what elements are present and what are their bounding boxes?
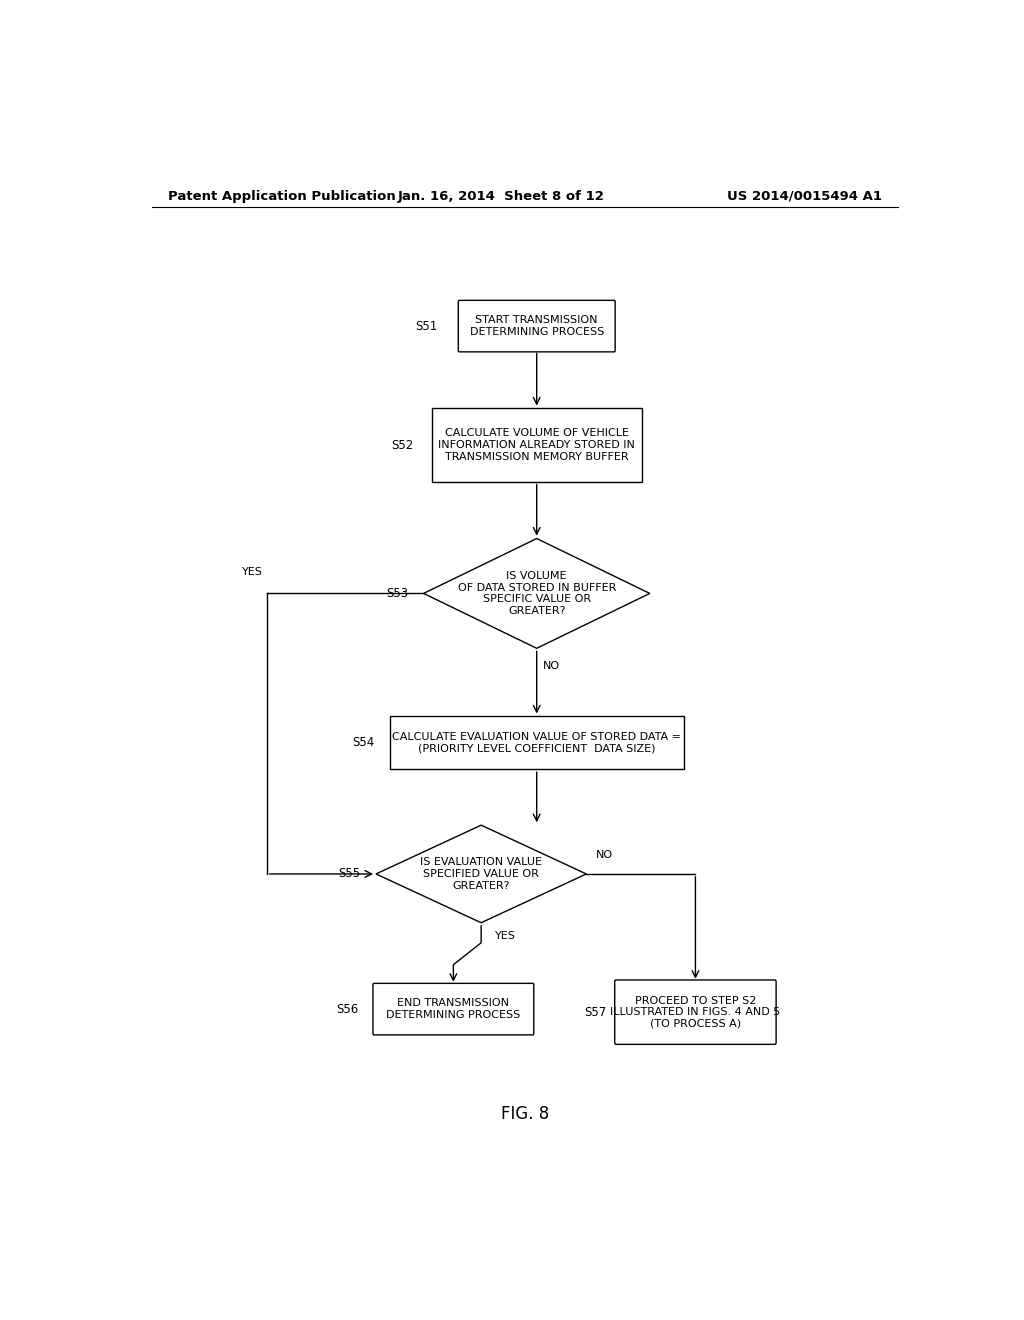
- FancyBboxPatch shape: [614, 979, 776, 1044]
- Polygon shape: [424, 539, 650, 648]
- Text: S51: S51: [416, 319, 437, 333]
- Bar: [390, 717, 684, 770]
- FancyBboxPatch shape: [459, 301, 615, 352]
- Text: PROCEED TO STEP S2
ILLUSTRATED IN FIGS. 4 AND 5
(TO PROCESS A): PROCEED TO STEP S2 ILLUSTRATED IN FIGS. …: [610, 995, 780, 1028]
- Text: YES: YES: [242, 568, 263, 577]
- Text: IS EVALUATION VALUE
SPECIFIED VALUE OR
GREATER?: IS EVALUATION VALUE SPECIFIED VALUE OR G…: [420, 858, 542, 891]
- Text: Jan. 16, 2014  Sheet 8 of 12: Jan. 16, 2014 Sheet 8 of 12: [397, 190, 604, 202]
- Text: S53: S53: [386, 587, 409, 599]
- Text: START TRANSMISSION
DETERMINING PROCESS: START TRANSMISSION DETERMINING PROCESS: [470, 315, 604, 337]
- Text: NO: NO: [596, 850, 613, 859]
- Text: S56: S56: [336, 1003, 358, 1015]
- Text: S55: S55: [338, 867, 360, 880]
- Polygon shape: [376, 825, 587, 923]
- Text: CALCULATE EVALUATION VALUE OF STORED DATA =
(PRIORITY LEVEL COEFFICIENT  DATA SI: CALCULATE EVALUATION VALUE OF STORED DAT…: [392, 733, 681, 754]
- FancyBboxPatch shape: [373, 983, 534, 1035]
- Text: S54: S54: [352, 737, 374, 750]
- Text: US 2014/0015494 A1: US 2014/0015494 A1: [727, 190, 882, 202]
- Text: CALCULATE VOLUME OF VEHICLE
INFORMATION ALREADY STORED IN
TRANSMISSION MEMORY BU: CALCULATE VOLUME OF VEHICLE INFORMATION …: [438, 429, 635, 462]
- Text: FIG. 8: FIG. 8: [501, 1105, 549, 1123]
- Text: NO: NO: [543, 660, 559, 671]
- Text: IS VOLUME
OF DATA STORED IN BUFFER
SPECIFIC VALUE OR
GREATER?: IS VOLUME OF DATA STORED IN BUFFER SPECI…: [458, 572, 615, 616]
- Text: YES: YES: [496, 931, 516, 941]
- Bar: [431, 408, 642, 482]
- Text: S57: S57: [585, 1006, 606, 1019]
- Text: S52: S52: [391, 438, 414, 451]
- Text: Patent Application Publication: Patent Application Publication: [168, 190, 395, 202]
- Text: END TRANSMISSION
DETERMINING PROCESS: END TRANSMISSION DETERMINING PROCESS: [386, 998, 520, 1020]
